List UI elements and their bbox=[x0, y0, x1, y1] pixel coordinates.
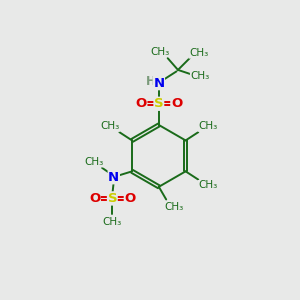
Text: CH₃: CH₃ bbox=[103, 217, 122, 227]
Text: N: N bbox=[108, 171, 119, 184]
Text: CH₃: CH₃ bbox=[164, 202, 183, 212]
Text: O: O bbox=[124, 192, 136, 205]
Text: CH₃: CH₃ bbox=[198, 121, 217, 131]
Text: S: S bbox=[107, 192, 117, 205]
Text: CH₃: CH₃ bbox=[190, 71, 210, 81]
Text: CH₃: CH₃ bbox=[84, 157, 104, 167]
Text: O: O bbox=[89, 192, 100, 205]
Text: N: N bbox=[153, 77, 164, 90]
Text: O: O bbox=[136, 97, 147, 110]
Text: CH₃: CH₃ bbox=[198, 181, 217, 190]
Text: CH₃: CH₃ bbox=[189, 48, 208, 58]
Text: CH₃: CH₃ bbox=[151, 47, 170, 57]
Text: H: H bbox=[146, 75, 155, 88]
Text: S: S bbox=[154, 97, 164, 110]
Text: O: O bbox=[171, 97, 182, 110]
Text: CH₃: CH₃ bbox=[100, 121, 120, 131]
